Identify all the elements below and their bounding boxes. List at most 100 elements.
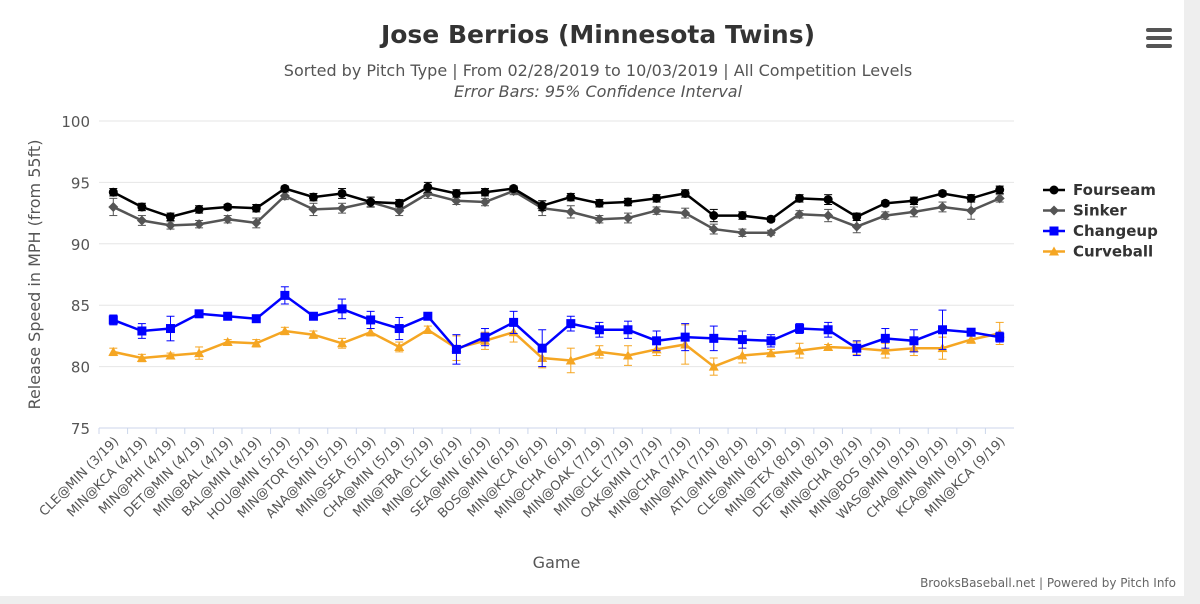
series-line: [113, 328, 1000, 369]
data-point: [509, 317, 519, 327]
data-point: [251, 338, 262, 348]
data-point: [308, 311, 318, 321]
data-point: [165, 324, 175, 334]
data-point: [880, 210, 891, 221]
data-point: [823, 325, 833, 335]
legend-item-changeup[interactable]: Changeup: [1043, 222, 1158, 240]
data-point: [165, 350, 176, 360]
data-point: [594, 214, 605, 225]
data-point: [995, 185, 1005, 195]
data-point: [594, 198, 604, 208]
data-point: [765, 227, 776, 238]
data-point: [622, 213, 633, 224]
data-point: [337, 188, 347, 198]
data-point: [222, 214, 233, 225]
data-point: [223, 202, 233, 212]
series-sinker: [108, 185, 1005, 238]
data-point: [852, 212, 862, 222]
data-point: [194, 348, 205, 358]
y-tick-label: 95: [71, 174, 90, 192]
data-point: [480, 187, 490, 197]
data-point: [795, 324, 805, 334]
y-tick-label: 100: [61, 113, 90, 131]
data-point: [337, 203, 348, 214]
data-point: [251, 203, 261, 213]
data-point: [136, 353, 147, 363]
data-point: [537, 343, 547, 353]
legend-item-curveball[interactable]: Curveball: [1043, 243, 1153, 261]
data-point: [279, 325, 290, 335]
data-point: [422, 324, 433, 334]
y-tick-label: 75: [71, 420, 90, 438]
y-tick-label: 85: [71, 297, 90, 315]
series-line: [112, 293, 1000, 351]
data-point: [880, 345, 891, 355]
data-point: [966, 205, 977, 216]
data-point: [251, 217, 262, 228]
data-point: [794, 345, 805, 355]
data-point: [279, 190, 290, 201]
data-point: [994, 193, 1005, 204]
legend-label: Fourseam: [1073, 181, 1156, 199]
data-point: [909, 336, 919, 346]
data-point: [337, 338, 348, 348]
data-point: [337, 304, 347, 314]
data-point: [223, 311, 233, 321]
data-point: [423, 311, 433, 321]
hamburger-menu-icon[interactable]: [1146, 28, 1172, 50]
data-point: [308, 329, 319, 339]
data-point: [537, 201, 547, 211]
data-point: [651, 205, 662, 216]
data-point: [394, 341, 405, 351]
y-axis-label: Release Speed in MPH (from 55ft): [25, 140, 44, 410]
data-point: [709, 211, 719, 221]
legend-label: Curveball: [1073, 243, 1153, 261]
data-point: [451, 188, 461, 198]
data-point: [708, 224, 719, 235]
data-point: [194, 204, 204, 214]
legend-item-fourseam[interactable]: Fourseam: [1043, 181, 1156, 199]
data-point: [565, 206, 576, 217]
data-point: [737, 211, 747, 221]
data-point: [566, 319, 576, 329]
data-point: [280, 290, 290, 300]
data-point: [108, 346, 119, 356]
data-point: [680, 332, 690, 342]
y-tick-label: 90: [71, 236, 90, 254]
data-point: [222, 337, 233, 347]
data-point: [623, 325, 633, 335]
data-point: [823, 341, 834, 351]
data-point: [594, 325, 604, 335]
data-point: [938, 325, 948, 335]
data-point: [108, 201, 119, 212]
legend-label: Sinker: [1073, 202, 1127, 220]
data-point: [937, 201, 948, 212]
legend-item-sinker[interactable]: Sinker: [1043, 202, 1127, 220]
data-point: [938, 188, 948, 198]
series-line: [112, 189, 1001, 234]
data-point: [565, 355, 576, 365]
data-point: [165, 220, 176, 231]
data-point: [366, 197, 376, 207]
data-point: [765, 348, 776, 358]
data-point: [594, 346, 605, 356]
data-point: [394, 205, 405, 216]
data-point: [880, 333, 890, 343]
data-point: [908, 206, 919, 217]
data-point: [623, 197, 633, 207]
data-point: [136, 215, 147, 226]
data-point: [823, 210, 834, 221]
chart-title: Jose Berrios (Minnesota Twins): [380, 20, 816, 49]
data-point: [566, 192, 576, 202]
x-axis-label: Game: [533, 553, 581, 572]
data-point: [708, 361, 719, 371]
data-point: [795, 193, 805, 203]
data-point: [108, 187, 118, 197]
data-point: [680, 188, 690, 198]
data-point: [995, 332, 1005, 342]
data-point: [451, 344, 461, 354]
credit-text: BrooksBaseball.net | Powered by Pitch In…: [920, 576, 1176, 590]
data-point: [194, 219, 205, 230]
chart-subtitle: Sorted by Pitch Type | From 02/28/2019 t…: [283, 61, 913, 80]
series-curveball: [108, 321, 1005, 376]
